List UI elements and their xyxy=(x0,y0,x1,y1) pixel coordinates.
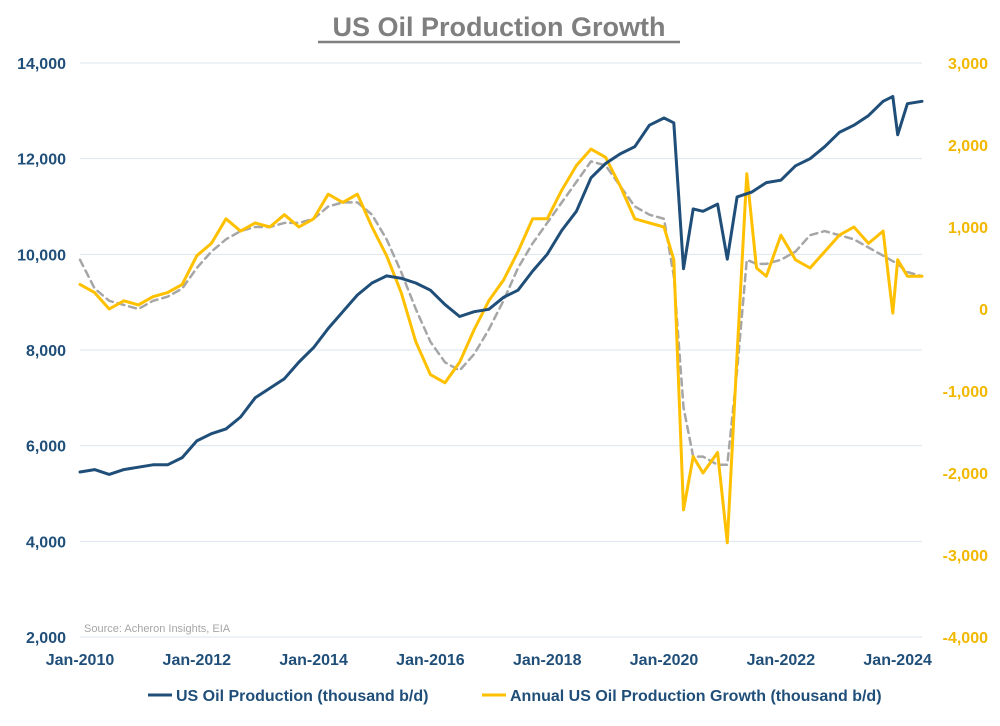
growth-trend-line xyxy=(78,160,924,467)
left-tick-label: 4,000 xyxy=(26,534,66,551)
right-tick-label: 0 xyxy=(979,302,988,319)
right-tick-label: 1,000 xyxy=(948,220,988,237)
gridlines xyxy=(80,62,922,638)
x-tick-label: Jan-2012 xyxy=(163,652,232,669)
left-tick-label: 14,000 xyxy=(17,56,66,73)
x-tick-label: Jan-2014 xyxy=(279,652,348,669)
left-tick-label: 10,000 xyxy=(17,247,66,264)
left-tick-label: 2,000 xyxy=(26,630,66,647)
x-tick-label: Jan-2018 xyxy=(513,652,582,669)
left-tick-label: 12,000 xyxy=(17,152,66,169)
left-tick-label: 6,000 xyxy=(26,439,66,456)
left-axis-ticks: 2,000 4,000 6,000 8,000 10,000 12,000 14,000 xyxy=(17,56,66,647)
chart-title: US Oil Production Growth xyxy=(333,12,666,42)
right-axis-ticks: -4,000 -3,000 -2,000 -1,000 0 1,000 2,000 3,000 xyxy=(943,56,988,647)
x-tick-label: Jan-2022 xyxy=(747,652,816,669)
legend-production: US Oil Production (thousand b/d) xyxy=(148,688,428,705)
x-tick-label: Jan-2020 xyxy=(630,652,699,669)
x-tick-label: Jan-2010 xyxy=(46,652,115,669)
right-tick-label: -1,000 xyxy=(943,384,988,401)
production-line xyxy=(78,95,924,476)
legend-growth: Annual US Oil Production Growth (thousan… xyxy=(482,688,882,705)
x-tick-label: Jan-2024 xyxy=(863,652,932,669)
right-tick-label: -4,000 xyxy=(943,630,988,647)
right-tick-label: -2,000 xyxy=(943,466,988,483)
growth-line xyxy=(78,147,924,545)
right-tick-label: 3,000 xyxy=(948,56,988,73)
source-note: Source: Acheron Insights, EIA xyxy=(84,623,231,635)
legend: US Oil Production (thousand b/d) Annual U… xyxy=(148,688,882,705)
series-lines xyxy=(78,95,924,545)
x-axis-ticks: Jan-2010 Jan-2012 Jan-2014 Jan-2016 Jan-2018… xyxy=(46,652,932,669)
legend-label: Annual US Oil Production Growth (thousan… xyxy=(510,688,882,705)
x-tick-label: Jan-2016 xyxy=(396,652,465,669)
legend-label: US Oil Production (thousand b/d) xyxy=(176,688,428,705)
left-tick-label: 8,000 xyxy=(26,343,66,360)
right-tick-label: 2,000 xyxy=(948,138,988,155)
right-tick-label: -3,000 xyxy=(943,548,988,565)
